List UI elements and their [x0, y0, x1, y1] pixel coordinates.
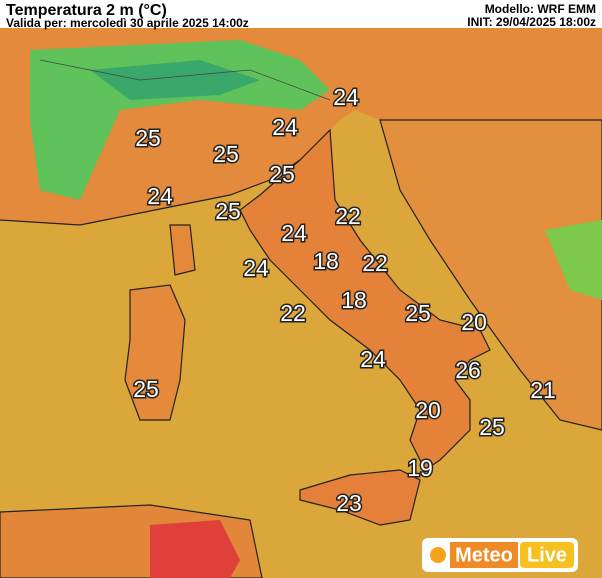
hot-area [150, 520, 240, 578]
valid-time: Valida per: mercoledì 30 aprile 2025 14:… [6, 16, 249, 30]
temperature-label: 22 [362, 250, 388, 276]
logo-sun [430, 547, 446, 563]
logo: Meteo Live [422, 538, 578, 572]
temperature-label: 24 [272, 114, 298, 140]
temperature-label: 25 [213, 141, 239, 167]
logo-right-bg [520, 542, 574, 568]
logo-left: Meteo [455, 544, 513, 566]
temperature-label: 25 [479, 414, 505, 440]
sardinia [124, 284, 186, 421]
logo-right: Live [527, 544, 567, 566]
model: Modello: WRF EMM [485, 2, 596, 16]
temperature-label: 18 [341, 287, 367, 313]
temperature-label: 25 [215, 198, 241, 224]
border [39, 59, 331, 101]
temperature-label: 20 [415, 397, 441, 423]
temperature-label: 22 [280, 300, 306, 326]
temperature-label: 25 [135, 125, 161, 151]
temperature-label: 21 [530, 377, 556, 403]
title: Temperatura 2 m (°C) [6, 2, 167, 19]
temperature-label: 24 [360, 346, 386, 372]
temperature-label: 23 [336, 490, 362, 516]
temperature-label: 25 [133, 376, 159, 402]
coastline [0, 159, 301, 226]
temperature-label: 24 [147, 183, 173, 209]
corsica [169, 224, 196, 276]
temperature-label: 18 [313, 248, 339, 274]
temperature-label: 19 [407, 455, 433, 481]
temperature-label: 24 [243, 255, 269, 281]
temperature-label: 20 [461, 309, 487, 335]
italy [239, 128, 491, 471]
logo-left-bg [450, 542, 518, 568]
balkans [379, 119, 602, 431]
temperature-label: 22 [335, 203, 361, 229]
temperature-label: 26 [455, 357, 481, 383]
init-time: INIT: 29/04/2025 18:00z [467, 15, 596, 29]
temperature-label: 24 [333, 84, 359, 110]
temperature-label: 24 [281, 220, 307, 246]
sicily [299, 469, 421, 526]
balkan-cool-area [545, 220, 602, 300]
alps-cold-area [90, 60, 260, 100]
temperature-label: 25 [405, 300, 431, 326]
map [0, 28, 602, 578]
temperature-label: 25 [269, 161, 295, 187]
